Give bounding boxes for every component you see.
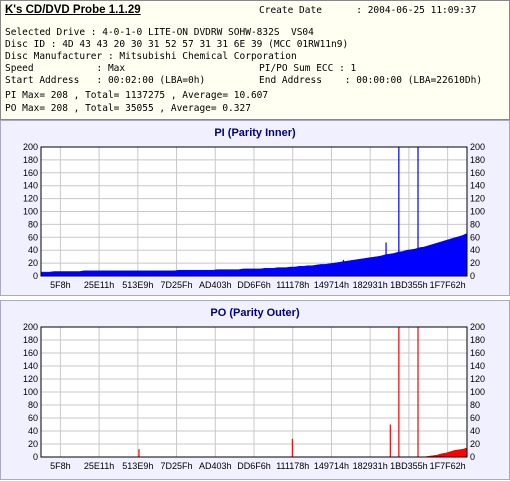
x-tick-label: 513E9h	[122, 280, 153, 290]
pi-stats: PI Max= 208 , Total= 1137275 , Average= …	[5, 90, 269, 101]
y-tick-label-left: 60	[28, 413, 38, 423]
x-tick-label: 111178h	[276, 461, 309, 471]
po-chart-title: PO (Parity Outer)	[210, 307, 300, 319]
y-tick-label-right: 100	[470, 387, 485, 397]
start-address: Start Address : 00:02:00 (LBA=0h)	[5, 75, 206, 86]
end-address: End Address : 00:00:00 (LBA=22610Dh)	[259, 75, 483, 86]
y-tick-label-right: 120	[470, 374, 485, 384]
x-tick-label: 1BD355h	[390, 461, 428, 471]
y-tick-label-right: 40	[470, 245, 480, 255]
y-tick-label-right: 200	[470, 322, 485, 332]
y-tick-label-right: 160	[470, 168, 485, 178]
y-tick-label-right: 80	[470, 400, 480, 410]
speed: Speed : Max	[5, 63, 126, 74]
y-tick-label-left: 140	[23, 361, 38, 371]
x-tick-label: 111178h	[276, 280, 309, 290]
plot-frame	[40, 326, 468, 458]
plot-frame	[40, 146, 468, 277]
x-tick-label: 7D25Fh	[161, 461, 193, 471]
x-tick-label: 1F7F62h	[430, 280, 466, 290]
y-tick-label-right: 20	[470, 258, 480, 268]
y-tick-label-left: 40	[28, 245, 38, 255]
y-tick-label-left: 0	[33, 452, 38, 462]
y-tick-label-left: 80	[28, 400, 38, 410]
y-tick-label-right: 0	[470, 452, 475, 462]
create-date-value: : 2004-06-25 11:09:37	[356, 5, 477, 16]
x-tick-label: 149714h	[314, 280, 349, 290]
x-tick-label: 149714h	[314, 461, 349, 471]
create-date-label: Create Date	[259, 5, 322, 16]
y-tick-label-left: 80	[28, 219, 38, 229]
y-tick-label-left: 40	[28, 426, 38, 436]
y-tick-label-left: 120	[23, 194, 38, 204]
x-tick-label: 25E11h	[84, 461, 114, 471]
x-tick-label: 5F8h	[50, 461, 71, 471]
x-tick-label: DD6F6h	[237, 280, 271, 290]
x-tick-label: 1BD355h	[390, 280, 428, 290]
po-stats: PO Max= 208 , Total= 35055 , Average= 0.…	[5, 103, 251, 114]
pi-chart: 0 0 20 20 40 40 60 60 80 80 100 100 120 120 140 140 160 1…	[23, 142, 485, 290]
pi-series-area	[40, 233, 468, 277]
y-tick-label-right: 60	[470, 413, 480, 423]
y-tick-label-right: 20	[470, 439, 480, 449]
pi-chart-panel: PI (Parity Inner) 0 0 20 20 40 40 60 60 80 80 100 1…	[0, 120, 510, 296]
y-tick-label-left: 120	[23, 374, 38, 384]
y-tick-label-right: 180	[470, 335, 485, 345]
y-tick-label-right: 140	[470, 181, 485, 191]
y-tick-label-right: 160	[470, 348, 485, 358]
pi-chart-title: PI (Parity Inner)	[214, 127, 296, 139]
x-tick-label: 182931h	[353, 280, 388, 290]
y-tick-label-left: 0	[33, 271, 38, 281]
y-tick-label-right: 60	[470, 232, 480, 242]
app-title: K's CD/DVD Probe 1.1.29	[5, 4, 141, 16]
x-tick-label: 25E11h	[84, 280, 114, 290]
y-tick-label-right: 180	[470, 155, 485, 165]
y-tick-label-left: 180	[23, 335, 38, 345]
y-tick-label-right: 140	[470, 361, 485, 371]
x-tick-label: AD403h	[199, 461, 232, 471]
disc-id: Disc ID : 4D 43 43 20 30 31 52 57 31 31 …	[5, 39, 349, 50]
y-tick-label-right: 120	[470, 194, 485, 204]
x-tick-label: 7D25Fh	[161, 280, 193, 290]
y-tick-label-left: 20	[28, 439, 38, 449]
y-tick-label-left: 200	[23, 142, 38, 152]
y-tick-label-left: 100	[23, 207, 38, 217]
y-tick-label-left: 60	[28, 232, 38, 242]
po-chart: 0 0 20 20 40 40 60 60 80 80 100 100 120 120 140 140 160 1…	[23, 322, 485, 471]
y-tick-label-left: 160	[23, 168, 38, 178]
y-tick-label-left: 140	[23, 181, 38, 191]
x-tick-label: 1F7F62h	[430, 461, 466, 471]
y-tick-label-left: 180	[23, 155, 38, 165]
info-panel: K's CD/DVD Probe 1.1.29 Create Date : 20…	[0, 0, 510, 120]
x-tick-label: DD6F6h	[237, 461, 271, 471]
disc-manufacturer: Disc Manufacturer : Mitsubishi Chemical …	[5, 51, 297, 62]
x-tick-label: AD403h	[199, 280, 232, 290]
y-tick-label-right: 200	[470, 142, 485, 152]
x-tick-label: 5F8h	[50, 280, 71, 290]
po-chart-panel: PO (Parity Outer) 0 0 20 20 40 40 60 60 80 80 100 1…	[0, 300, 510, 480]
y-tick-label-left: 20	[28, 258, 38, 268]
y-tick-label-left: 100	[23, 387, 38, 397]
y-tick-label-right: 80	[470, 219, 480, 229]
y-tick-label-left: 200	[23, 322, 38, 332]
x-tick-label: 182931h	[353, 461, 388, 471]
y-tick-label-right: 0	[470, 271, 475, 281]
x-tick-label: 513E9h	[122, 461, 153, 471]
create-date: Create Date : 2004-06-25 11:09:37	[259, 5, 476, 16]
pipo-sum: PI/PO Sum ECC : 1	[259, 63, 357, 74]
y-tick-label-left: 160	[23, 348, 38, 358]
y-tick-label-right: 40	[470, 426, 480, 436]
selected-drive: Selected Drive : 4-0-1-0 LITE-ON DVDRW S…	[5, 27, 314, 38]
y-tick-label-right: 100	[470, 207, 485, 217]
